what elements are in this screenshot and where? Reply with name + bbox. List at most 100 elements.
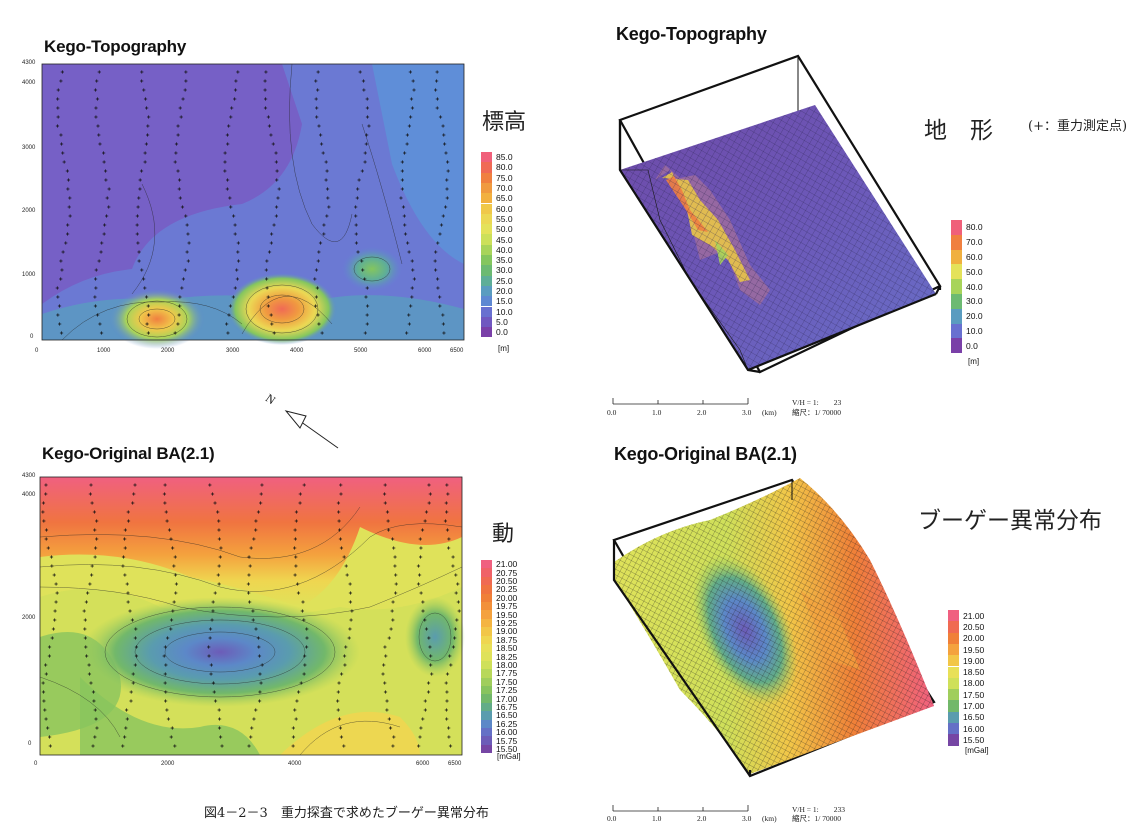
station-cross (213, 591, 217, 595)
colorbar-label: 15.50 (496, 744, 518, 754)
station-cross (123, 573, 127, 577)
station-cross (107, 205, 111, 209)
station-cross (454, 591, 458, 595)
station-cross (143, 151, 147, 155)
station-cross (143, 286, 147, 290)
station-cross (184, 214, 188, 218)
station-cross (314, 97, 318, 101)
station-cross (254, 627, 258, 631)
station-cross (365, 313, 369, 317)
station-cross (383, 681, 387, 685)
station-cross (347, 636, 351, 640)
station-cross (96, 313, 100, 317)
ba-3d-scale-tick: 0.0 (607, 814, 617, 823)
station-cross (317, 322, 321, 326)
station-cross (293, 528, 297, 532)
station-cross (256, 636, 261, 640)
station-cross (236, 259, 241, 263)
station-cross (59, 79, 63, 83)
station-cross (52, 573, 56, 577)
station-cross (382, 663, 386, 667)
station-cross (103, 169, 108, 173)
station-cross (445, 690, 449, 694)
station-cross (445, 196, 449, 200)
colorbar-label: 16.75 (496, 702, 518, 712)
station-cross (93, 277, 98, 281)
station-cross (383, 645, 387, 649)
station-cross (169, 537, 173, 541)
station-cross (62, 160, 66, 164)
station-cross (254, 528, 258, 532)
station-cross (131, 681, 135, 685)
station-cross (174, 142, 179, 146)
station-cross (216, 510, 220, 514)
colorbar-swatch (948, 723, 959, 735)
station-cross (93, 304, 98, 308)
colorbar-label: 5.0 (496, 316, 508, 327)
topo-xtick: 6000 (418, 348, 432, 354)
ba-3d-scale-unit: (km) (762, 814, 777, 823)
station-cross (259, 492, 263, 496)
station-cross (56, 106, 60, 110)
station-cross (343, 663, 347, 667)
station-cross (177, 313, 181, 317)
station-cross (165, 708, 169, 712)
station-cross (44, 537, 48, 541)
station-cross (294, 717, 298, 721)
station-cross (173, 573, 178, 577)
station-cross (419, 546, 423, 550)
station-cross (84, 600, 88, 604)
station-cross (259, 681, 263, 685)
station-cross (383, 483, 387, 487)
station-cross (68, 214, 72, 218)
topo-3d-scale-tick: 3.0 (742, 408, 752, 417)
station-cross (98, 142, 102, 146)
colorbar-swatch (481, 719, 492, 728)
ba-side-label: 動 (492, 522, 515, 547)
colorbar-label: 20.75 (496, 567, 518, 578)
station-cross (146, 331, 150, 335)
station-cross (365, 304, 370, 308)
station-cross (407, 322, 411, 326)
station-cross (338, 528, 342, 532)
station-cross (449, 663, 453, 667)
station-cross (56, 295, 60, 299)
station-cross (42, 519, 46, 523)
station-cross (360, 259, 364, 263)
station-cross (410, 259, 414, 263)
station-cross (225, 133, 229, 137)
station-cross (93, 708, 97, 712)
station-cross (348, 600, 353, 604)
station-cross (56, 97, 60, 101)
colorbar-swatch (481, 702, 492, 712)
station-cross (91, 690, 96, 694)
topo-map-plot (41, 63, 465, 349)
station-cross (433, 259, 437, 263)
station-cross (83, 627, 87, 631)
station-cross (44, 717, 48, 721)
station-cross (219, 546, 223, 550)
station-cross (447, 537, 451, 541)
station-cross (363, 160, 367, 164)
ba-xtick: 0 (34, 761, 38, 767)
station-cross (169, 618, 174, 622)
colorbar-swatch (948, 621, 959, 633)
station-cross (247, 555, 251, 559)
station-cross (403, 151, 407, 155)
colorbar-label: 18.75 (496, 634, 518, 645)
station-cross (385, 699, 389, 703)
ba-3d-scale-tick: 2.0 (697, 814, 707, 823)
station-cross (457, 609, 461, 613)
station-cross (213, 501, 217, 505)
colorbar-label: 19.00 (963, 655, 985, 666)
station-cross (336, 690, 340, 694)
topo-xtick: 1000 (97, 348, 111, 354)
station-cross (257, 699, 262, 703)
colorbar-swatch (948, 610, 959, 622)
station-cross (235, 277, 239, 281)
colorbar-label: 20.0 (966, 311, 983, 322)
colorbar-swatch (481, 296, 492, 307)
station-cross (365, 115, 370, 119)
topo-3d-vh-ratio: V/H = 1: 23 (792, 398, 842, 407)
station-cross (416, 582, 421, 586)
